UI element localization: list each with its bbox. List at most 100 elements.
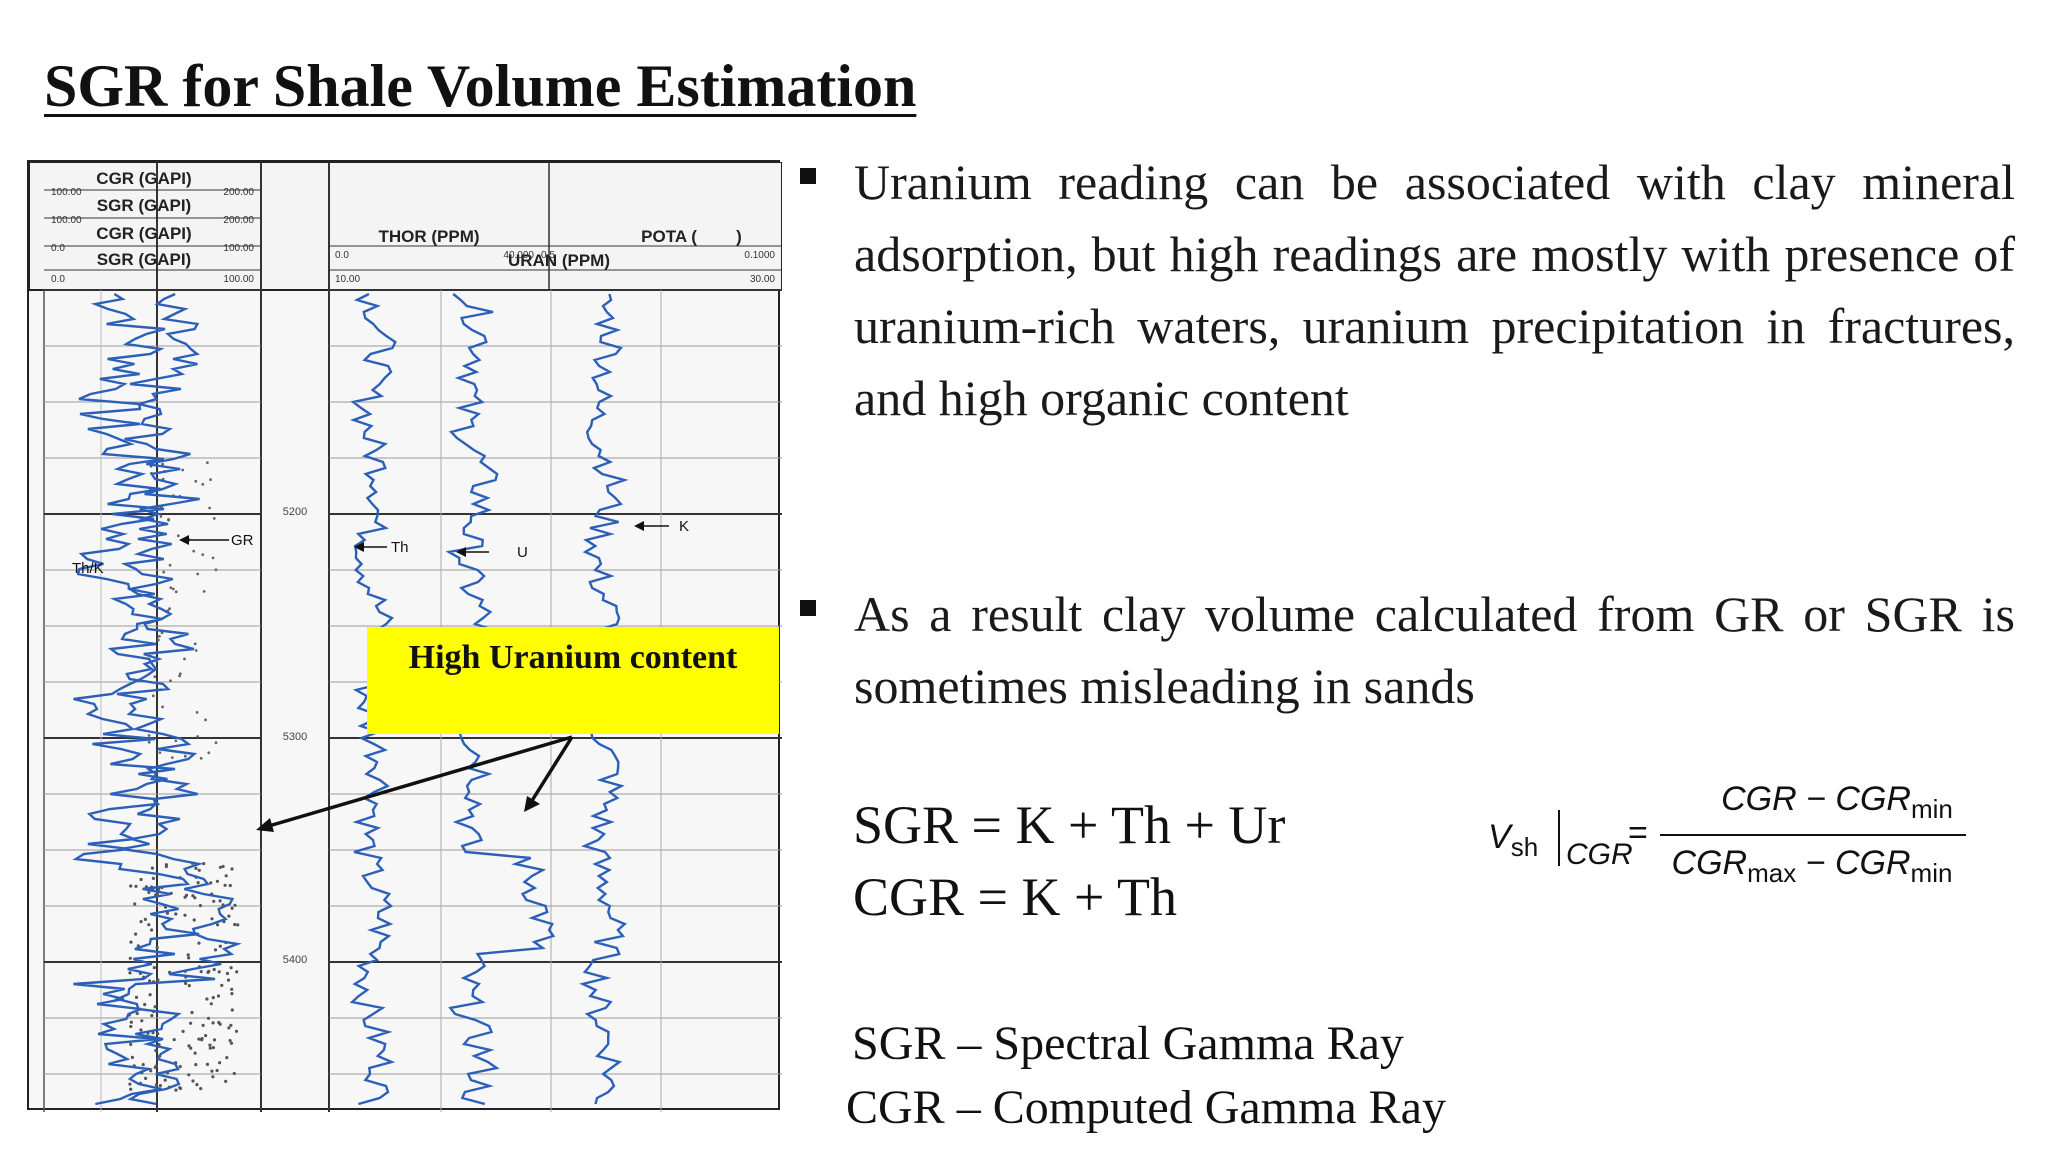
- shading-dot: [161, 705, 165, 709]
- bullet-marker: [800, 600, 816, 616]
- shading-dot: [187, 984, 191, 988]
- cgr-curve: [114, 292, 242, 1106]
- scale-3-left: 0.0: [51, 243, 65, 254]
- shading-dot: [184, 981, 188, 986]
- shading-dot: [153, 1005, 157, 1009]
- shading-dot: [187, 956, 191, 960]
- scale-4-left: 0.0: [51, 274, 65, 285]
- header-pota: POTA (: [641, 227, 697, 246]
- shading-dot: [212, 967, 216, 972]
- shading-dot: [174, 1088, 178, 1092]
- shading-dot: [158, 751, 162, 754]
- shading-dot: [216, 994, 221, 998]
- shading-dot: [152, 966, 156, 970]
- shading-dot: [211, 556, 215, 560]
- shading-dot: [201, 553, 205, 556]
- shading-dot: [208, 1043, 212, 1047]
- well-log-svg: CGR (GAPI) SGR (GAPI) CGR (GAPI) SGR (GA…: [29, 162, 782, 1112]
- slide-title: SGR for Shale Volume Estimation: [44, 53, 917, 119]
- shading-dot: [186, 953, 190, 957]
- shading-dot: [211, 1046, 215, 1050]
- shading-dot: [171, 587, 175, 591]
- shading-dot: [202, 590, 206, 593]
- scale-uran-left: 10.00: [335, 274, 360, 285]
- shading-dot: [156, 1032, 160, 1036]
- scale-pota-right: 0.1000: [744, 250, 775, 261]
- formula-lhs: Vsh: [1488, 818, 1539, 862]
- curve-label-thk: Th/K: [72, 560, 104, 577]
- shading-dot: [200, 1037, 204, 1041]
- shading-dot: [208, 506, 212, 510]
- shading-dot: [181, 1029, 185, 1033]
- shading-dot: [205, 997, 209, 1001]
- shading-dot: [140, 1019, 144, 1023]
- shading-dot: [158, 1084, 162, 1088]
- shading-dot: [228, 883, 232, 888]
- shading-dot: [214, 568, 218, 572]
- shading-dot: [164, 864, 168, 869]
- header-uran: URAN (PPM): [508, 251, 610, 270]
- shading-dot: [134, 932, 138, 936]
- shading-dot: [181, 468, 185, 472]
- scale-thor-left: 0.0: [335, 250, 349, 261]
- shading-dot: [151, 694, 155, 698]
- shading-dot: [229, 966, 233, 970]
- shading-dot: [234, 1029, 239, 1033]
- header-cgr-1: CGR (GAPI): [96, 169, 191, 188]
- bullet-marker: [800, 168, 816, 184]
- shading-dot: [201, 482, 205, 486]
- shading-dot: [194, 866, 198, 871]
- shading-dot: [196, 881, 200, 885]
- shading-dot: [153, 675, 157, 679]
- shading-dot: [178, 1065, 182, 1069]
- shading-dot: [162, 570, 166, 574]
- shading-dot: [135, 1011, 139, 1016]
- shading-dot: [150, 928, 154, 932]
- shading-dot: [169, 586, 173, 590]
- scale-3-right: 100.00: [223, 243, 254, 254]
- shading-dot: [227, 1026, 231, 1030]
- scale-1-left: 100.00: [51, 187, 82, 198]
- shading-dot: [183, 913, 187, 917]
- curve-label-gr: GR: [231, 532, 254, 549]
- shading-dot: [165, 911, 170, 915]
- shading-dot: [233, 922, 237, 927]
- shading-dot: [197, 868, 201, 872]
- shading-dot: [168, 607, 172, 610]
- equation-cgr: CGR = K + Th: [853, 867, 1177, 927]
- formula-fraction-bar: [1660, 834, 1966, 836]
- shading-dot: [178, 672, 182, 676]
- shading-dot: [199, 970, 203, 974]
- curve-label-th: Th: [391, 539, 409, 556]
- shading-dot: [170, 756, 174, 759]
- shading-dot: [218, 865, 222, 869]
- shading-dot: [218, 1061, 222, 1065]
- bullet-uranium: Uranium reading can be associated with c…: [800, 146, 2015, 434]
- header-sgr-2: SGR (GAPI): [97, 250, 191, 269]
- definition-cgr: CGR – Computed Gamma Ray: [846, 1081, 1446, 1134]
- shading-dot: [230, 992, 234, 996]
- shading-dot: [187, 1073, 191, 1077]
- shading-dot: [209, 1002, 213, 1006]
- shading-dot: [215, 879, 219, 883]
- shading-dot: [223, 883, 227, 887]
- shading-dot: [212, 1038, 217, 1042]
- shading-dot: [128, 956, 132, 960]
- shading-dot: [128, 971, 132, 975]
- depth-label-5300: 5300: [283, 731, 307, 743]
- shading-dot: [195, 711, 199, 714]
- shading-dot: [194, 479, 198, 483]
- shading-dot: [230, 906, 234, 910]
- bullet-text: Uranium reading can be associated with c…: [854, 154, 2015, 426]
- shading-dot: [129, 940, 133, 944]
- shading-dot: [139, 920, 143, 924]
- shading-dot: [133, 902, 137, 906]
- scale-pota-left: 0.5: [541, 250, 555, 261]
- shading-dot: [174, 912, 178, 916]
- shading-dot: [232, 1071, 236, 1076]
- shading-dot: [183, 754, 187, 758]
- shading-dot: [155, 946, 159, 950]
- shading-dot: [197, 1037, 201, 1041]
- shading-dot: [216, 923, 220, 927]
- shading-dot: [129, 884, 133, 888]
